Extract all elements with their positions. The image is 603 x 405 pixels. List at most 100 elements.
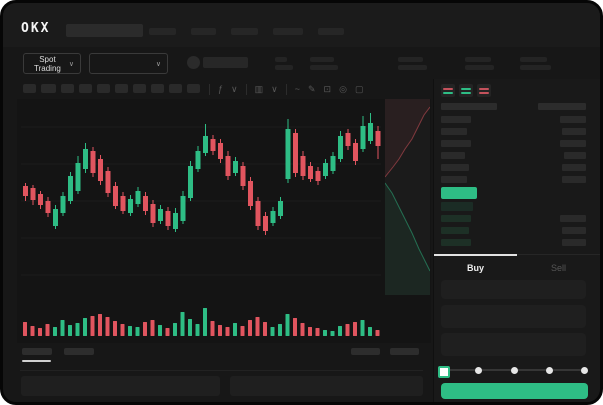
slider-dot[interactable] (475, 367, 483, 374)
chevron-down-icon[interactable]: ∨ (231, 83, 238, 94)
market-header: Spot Trading ∨ ∨ (3, 47, 600, 79)
toggle-row (461, 87, 471, 90)
stat-group (465, 57, 494, 70)
timeframe-button[interactable] (41, 84, 56, 93)
slider-handle[interactable] (438, 366, 450, 378)
search-input[interactable] (66, 24, 143, 37)
pair-selector[interactable]: ∨ (89, 53, 168, 74)
toggle-row (461, 91, 471, 94)
orderbook-row[interactable] (441, 140, 586, 147)
timeframe-button[interactable] (61, 84, 74, 93)
amount-placeholder (562, 227, 586, 234)
divider (245, 83, 247, 95)
nav-item-placeholder[interactable] (191, 28, 216, 35)
orderbook-row[interactable] (441, 152, 586, 159)
stat-group (310, 57, 338, 70)
total-field[interactable] (441, 333, 586, 356)
okx-logo[interactable]: OKX (21, 21, 51, 36)
amount-field[interactable] (441, 305, 586, 328)
orderbook-row[interactable] (441, 239, 586, 246)
timeframe-button[interactable] (169, 84, 182, 93)
last-price-pill[interactable] (441, 187, 477, 199)
amount-placeholder (560, 140, 586, 147)
nav-item-placeholder[interactable] (318, 28, 344, 35)
volume-canvas (23, 308, 380, 336)
slider-dot[interactable] (510, 367, 518, 374)
stat-group (398, 57, 427, 70)
price-placeholder (441, 215, 471, 222)
price-placeholder (441, 140, 471, 147)
timeframe-button[interactable] (151, 84, 164, 93)
price-field[interactable] (441, 280, 586, 299)
orders-tabs (22, 348, 94, 355)
amount-placeholder (564, 152, 586, 159)
book-combined-icon[interactable] (441, 84, 455, 97)
slider-dot[interactable] (581, 367, 588, 374)
top-nav: OKX (3, 3, 600, 47)
orders-tools (351, 348, 419, 355)
stat-placeholder (520, 65, 551, 70)
timeframe-buttons (23, 84, 200, 93)
timeframe-button[interactable] (187, 84, 200, 93)
indicator-icon[interactable]: ƒ (218, 83, 224, 94)
chart-tools: ƒ ∨ ▥ ∨ ~ ✎ ⊡ ◎ ▢ (209, 79, 363, 99)
orders-tab[interactable] (64, 348, 94, 355)
orderbook-row[interactable] (441, 164, 586, 171)
price-placeholder (441, 227, 469, 234)
orders-tool-button[interactable] (351, 348, 380, 355)
timeframe-button[interactable] (133, 84, 146, 93)
amount-placeholder (562, 128, 586, 135)
chevron-down-icon[interactable]: ∨ (271, 83, 278, 94)
orderbook-row[interactable] (441, 227, 586, 234)
price-placeholder (441, 116, 471, 123)
chart-type-icon[interactable]: ▥ (254, 83, 264, 94)
orderbook-row[interactable] (441, 128, 586, 135)
nav-item-placeholder[interactable] (231, 28, 258, 35)
orderbook-row[interactable] (441, 116, 586, 123)
fullscreen-icon[interactable]: ▢ (354, 83, 364, 94)
candlestick-canvas[interactable] (21, 101, 381, 297)
nav-item-placeholder[interactable] (273, 28, 303, 35)
draw-icon[interactable]: ✎ (307, 83, 316, 94)
stat-placeholder (275, 65, 293, 70)
book-bids-only-icon[interactable] (459, 84, 473, 97)
price-chart[interactable] (17, 99, 431, 343)
amount-placeholder (538, 103, 586, 110)
orders-tab[interactable] (22, 348, 52, 355)
orderbook-row[interactable] (441, 176, 586, 183)
price-placeholder (441, 239, 471, 246)
slider-dot[interactable] (545, 367, 553, 374)
book-asks-only-icon[interactable] (477, 84, 491, 97)
trading-mode-label: Spot Trading (34, 54, 61, 73)
active-tab-indicator (22, 360, 51, 362)
amount-placeholder (562, 164, 586, 171)
nav-item-placeholder[interactable] (149, 28, 176, 35)
line-tool-icon[interactable]: ~ (294, 83, 300, 94)
amount-slider[interactable] (438, 364, 588, 378)
orderbook-view-toggles (441, 84, 491, 97)
depth-overlay (385, 99, 430, 295)
main-nav (149, 28, 344, 35)
orderbook-header[interactable] (441, 103, 586, 110)
buy-submit-button[interactable] (441, 383, 588, 399)
timeframe-button[interactable] (97, 84, 110, 93)
orders-tool-button[interactable] (390, 348, 419, 355)
orderbook-row[interactable] (441, 215, 586, 222)
stat-group (275, 57, 293, 70)
price-placeholder (441, 176, 467, 183)
timeframe-button[interactable] (115, 84, 128, 93)
stat-group (520, 57, 551, 70)
buy-sell-tabs: Buy Sell (434, 254, 600, 277)
camera-icon[interactable]: ⊡ (323, 83, 332, 94)
tab-buy[interactable]: Buy (434, 254, 517, 277)
timeframe-button[interactable] (23, 84, 36, 93)
timeframe-button[interactable] (79, 84, 92, 93)
settings-icon[interactable]: ◎ (339, 83, 347, 94)
tab-sell[interactable]: Sell (550, 263, 566, 273)
chevron-down-icon: ∨ (68, 60, 74, 68)
stat-placeholder (465, 65, 494, 70)
stat-placeholder (465, 57, 491, 62)
trading-mode-selector[interactable]: Spot Trading ∨ (23, 53, 81, 74)
